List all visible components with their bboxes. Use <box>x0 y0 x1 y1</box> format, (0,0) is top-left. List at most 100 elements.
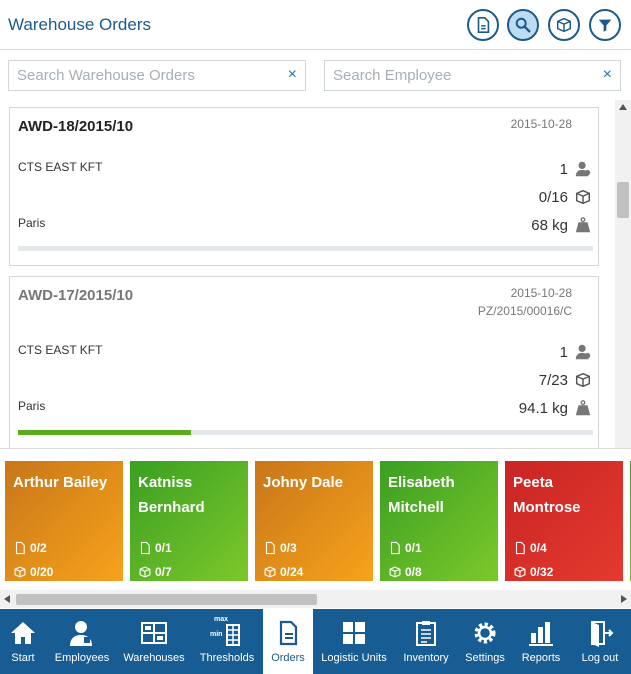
thresholds-icon <box>226 624 240 646</box>
filter-button[interactable] <box>589 9 621 41</box>
nav-label: Settings <box>465 652 505 664</box>
employee-search-input[interactable] <box>325 61 620 90</box>
employee-name: Elisabeth Mitchell <box>388 474 455 516</box>
nav-inventory[interactable]: Inventory <box>399 609 453 674</box>
nav-log-out[interactable]: Log out <box>576 609 624 674</box>
clipboard-icon <box>416 621 436 646</box>
order-weight: 68 kg <box>531 216 592 234</box>
nav-start[interactable]: Start <box>0 609 46 674</box>
filter-icon <box>598 19 612 32</box>
units-count: 0/32 <box>530 565 554 579</box>
order-employee-count: 1 <box>560 343 592 361</box>
page-title: Warehouse Orders <box>8 15 151 34</box>
user-icon <box>575 344 591 360</box>
order-units: 0/16 <box>539 188 592 206</box>
employee-name: Arthur Bailey <box>13 474 108 491</box>
orders-search-input[interactable] <box>9 61 305 90</box>
employees-strip: Arthur Bailey 0/2 0/20 Katniss Bernhard … <box>0 448 631 610</box>
nav-thresholds[interactable]: max min Thresholds <box>197 609 257 674</box>
nav-label: Log out <box>581 652 619 664</box>
scroll-thumb[interactable] <box>617 182 629 218</box>
threshold-max-label: max <box>214 616 229 623</box>
nav-orders[interactable]: Orders <box>263 609 313 674</box>
new-document-button[interactable] <box>467 9 499 41</box>
employee-tile[interactable]: Elisabeth Mitchell 0/1 0/8 <box>380 461 498 581</box>
employee-units: 0/8 <box>388 565 422 579</box>
box-icon <box>14 566 26 578</box>
order-company: CTS EAST KFT <box>18 343 103 357</box>
employee-name: Katniss Bernhard <box>138 474 205 516</box>
box-icon <box>264 566 276 578</box>
logistic-unit-button[interactable] <box>548 9 580 41</box>
units-value: 0/16 <box>538 188 568 206</box>
nav-settings[interactable]: Settings <box>462 609 508 674</box>
search-button[interactable] <box>507 9 539 41</box>
warehouse-icon <box>141 622 167 644</box>
order-city: Paris <box>18 216 46 230</box>
employees-scrollbar[interactable] <box>0 590 631 608</box>
weight-icon <box>575 217 591 233</box>
nav-label: Inventory <box>403 652 449 664</box>
order-card[interactable]: AWD-17/2015/10 2015-10-28 PZ/2015/00016/… <box>9 276 599 448</box>
scroll-thumb[interactable] <box>16 594 317 605</box>
employee-tile[interactable]: Arthur Bailey 0/2 0/20 <box>5 461 123 581</box>
box-icon <box>514 566 526 578</box>
nav-label: Employees <box>54 652 110 664</box>
logout-icon <box>591 621 614 647</box>
order-code: AWD-18/2015/10 <box>18 118 134 135</box>
order-date: 2015-10-28 <box>510 286 572 300</box>
clear-orders-search-button[interactable]: × <box>287 66 297 83</box>
employee-count-value: 1 <box>559 343 568 361</box>
order-weight: 94.1 kg <box>519 399 592 417</box>
scroll-up-arrow[interactable] <box>619 104 627 110</box>
nav-reports[interactable]: Reports <box>517 609 565 674</box>
nav-label: Orders <box>271 652 305 664</box>
scroll-right-arrow[interactable] <box>621 595 627 603</box>
employee-tile[interactable]: Peeta Montrose 0/4 0/32 <box>505 461 623 581</box>
order-progress-bar <box>18 430 593 435</box>
employee-tile[interactable]: Johny Dale 0/3 0/24 <box>255 461 373 581</box>
user-icon <box>70 621 92 646</box>
nav-label: Logistic Units <box>321 652 387 664</box>
order-progress-bar <box>18 246 593 251</box>
user-icon <box>575 161 591 177</box>
search-icon <box>515 17 531 33</box>
document-icon <box>15 541 25 555</box>
orders-scrollbar[interactable] <box>615 100 631 448</box>
orders-count: 0/1 <box>405 541 422 555</box>
units-count: 0/7 <box>155 565 172 579</box>
nav-label: Thresholds <box>199 652 255 664</box>
order-code: AWD-17/2015/10 <box>18 287 134 304</box>
document-icon <box>279 620 298 646</box>
document-icon <box>390 541 400 555</box>
bottom-nav: Start Employees Warehouses max min Thres… <box>0 609 631 674</box>
units-count: 0/20 <box>30 565 54 579</box>
employee-units: 0/32 <box>513 565 553 579</box>
document-icon <box>265 541 275 555</box>
nav-warehouses[interactable]: Warehouses <box>121 609 187 674</box>
orders-count: 0/4 <box>530 541 547 555</box>
order-company: CTS EAST KFT <box>18 160 103 174</box>
employee-units: 0/24 <box>263 565 303 579</box>
units-count: 0/24 <box>280 565 304 579</box>
employee-orders: 0/1 <box>388 541 422 555</box>
clear-employee-search-button[interactable]: × <box>602 66 612 83</box>
nav-logistic-units[interactable]: Logistic Units <box>319 609 389 674</box>
orders-count: 0/3 <box>280 541 297 555</box>
order-reference: PZ/2015/00016/C <box>477 304 572 318</box>
threshold-min-label: min <box>210 631 223 638</box>
employee-units: 0/7 <box>138 565 172 579</box>
order-card[interactable]: AWD-18/2015/10 2015-10-28 CTS EAST KFT 1… <box>9 107 599 266</box>
box-icon <box>575 372 591 388</box>
employee-orders: 0/1 <box>138 541 172 555</box>
employee-tile[interactable]: Katniss Bernhard 0/1 0/7 <box>130 461 248 581</box>
grid-icon <box>343 622 365 644</box>
orders-count: 0/2 <box>30 541 47 555</box>
employee-orders: 0/4 <box>513 541 547 555</box>
home-icon <box>11 622 35 644</box>
weight-value: 68 kg <box>531 216 568 234</box>
box-icon <box>139 566 151 578</box>
scroll-left-arrow[interactable] <box>4 595 10 603</box>
order-city: Paris <box>18 399 46 413</box>
nav-employees[interactable]: Employees <box>50 609 114 674</box>
